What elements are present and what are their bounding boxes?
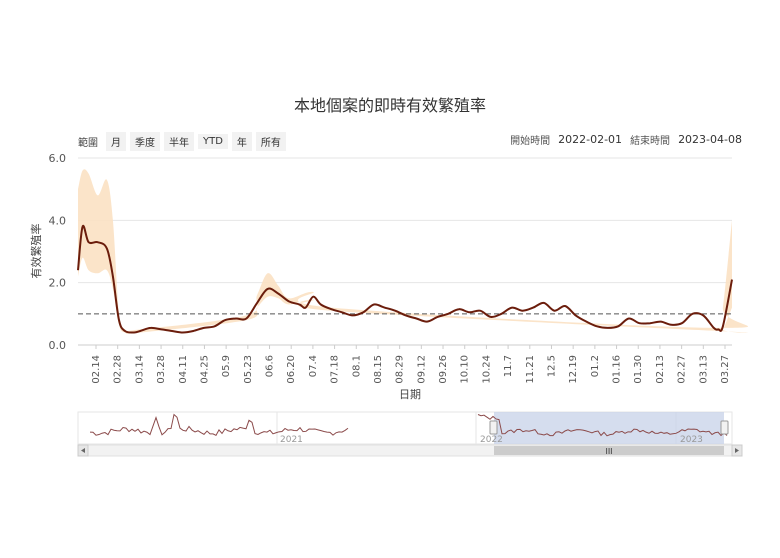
zoom-button-year[interactable]: 年 xyxy=(231,132,252,151)
start-time-input[interactable]: 2022-02-01 xyxy=(558,133,623,146)
navigator-selection[interactable] xyxy=(494,412,724,444)
navigator-series-left xyxy=(89,413,349,436)
x-tick-label-09.12: 09.12 xyxy=(416,355,427,384)
x-tick-label-01.2: 01.2 xyxy=(590,355,601,377)
band-layer xyxy=(78,169,749,334)
x-tick-label-08.29: 08.29 xyxy=(395,355,406,384)
zoom-button-half-year[interactable]: 半年 xyxy=(164,132,194,151)
x-tick-label-10.10: 10.10 xyxy=(460,355,471,384)
x-tick-label-06.20: 06.20 xyxy=(286,355,297,384)
x-tick-label-04.25: 04.25 xyxy=(199,355,210,384)
zoom-toolbar: 範圍 月 季度 半年 YTD 年 所有 xyxy=(78,132,286,151)
x-tick-label-07.18: 07.18 xyxy=(330,355,341,384)
x-tick-label-02.14: 02.14 xyxy=(91,355,102,384)
x-tick-label-03.14: 03.14 xyxy=(134,355,145,384)
line-layer xyxy=(77,224,733,334)
x-tick-label-06.6: 06.6 xyxy=(265,355,276,377)
x-tick-label-04.11: 04.11 xyxy=(178,355,189,384)
end-time-input[interactable]: 2023-04-08 xyxy=(678,133,742,146)
x-tick-label-03.28: 03.28 xyxy=(156,355,167,384)
y-tick-layer: 0.0 2.0 4.0 6.0 xyxy=(49,152,67,352)
x-tick-label-03.27: 03.27 xyxy=(720,355,731,384)
y-tick-label-2.0: 2.0 xyxy=(49,277,67,290)
x-tick-label-11.21: 11.21 xyxy=(525,355,536,384)
x-tick-label-05.23: 05.23 xyxy=(243,355,254,384)
x-tick-layer: 02.14 02.28 03.14 03.28 04.11 04.25 05.9 05.23 0… xyxy=(91,345,731,384)
scrollbar-grip: III xyxy=(605,447,612,456)
navigator-year-2022: 2022 xyxy=(480,435,503,445)
y-tick-label-6.0: 6.0 xyxy=(49,152,67,165)
x-tick-label-12.19: 12.19 xyxy=(568,355,579,384)
navigator-handle-right[interactable] xyxy=(720,420,729,435)
scrollbar[interactable]: III xyxy=(77,444,743,457)
scroll-right-arrow-icon xyxy=(735,448,739,453)
scroll-left-arrow-icon xyxy=(81,448,85,453)
chart-title: 本地個案的即時有效繁殖率 xyxy=(293,96,486,115)
zoom-label: 範圍 xyxy=(78,138,98,149)
x-tick-label-08.1: 08.1 xyxy=(351,355,362,377)
navigator[interactable]: 2021 2022 2023 xyxy=(77,411,733,445)
x-tick-label-01.30: 01.30 xyxy=(633,355,644,384)
x-tick-label-10.24: 10.24 xyxy=(481,355,492,384)
x-tick-label-11.7: 11.7 xyxy=(503,355,514,377)
x-tick-label-01.16: 01.16 xyxy=(612,355,623,384)
grid-layer xyxy=(78,157,732,346)
x-tick-label-07.4: 07.4 xyxy=(308,355,319,377)
y-axis-title: 有效繁殖率 xyxy=(29,224,43,279)
x-tick-label-02.13: 02.13 xyxy=(655,355,666,384)
x-tick-label-08.15: 08.15 xyxy=(373,355,384,384)
end-time-label: 結束時間 xyxy=(630,136,671,147)
zoom-button-ytd[interactable]: YTD xyxy=(198,134,228,149)
x-tick-label-02.28: 02.28 xyxy=(113,355,124,384)
x-tick-label-12.5: 12.5 xyxy=(546,355,557,377)
start-time-label: 開始時間 xyxy=(510,136,551,147)
x-tick-label-09.26: 09.26 xyxy=(438,355,449,384)
date-range: 開始時間 2022-02-01 結束時間 2023-04-08 xyxy=(510,132,742,147)
navigator-series-right xyxy=(477,414,728,437)
navigator-handle-left[interactable] xyxy=(489,420,498,435)
x-axis-title: 日期 xyxy=(399,388,421,401)
navigator-year-2023: 2023 xyxy=(680,435,703,445)
zoom-button-quarter[interactable]: 季度 xyxy=(130,132,160,151)
y-tick-label-0.0: 0.0 xyxy=(49,339,67,352)
x-tick-label-05.9: 05.9 xyxy=(221,355,232,377)
y-tick-label-4.0: 4.0 xyxy=(49,214,67,227)
scrollbar-thumb[interactable] xyxy=(494,446,724,455)
zoom-button-all[interactable]: 所有 xyxy=(255,132,286,151)
median-series-line xyxy=(77,224,733,334)
x-tick-label-02.27: 02.27 xyxy=(677,355,688,384)
x-tick-label-03.13: 03.13 xyxy=(698,355,709,384)
navigator-year-2021: 2021 xyxy=(280,435,303,445)
zoom-button-month[interactable]: 月 xyxy=(106,132,126,151)
credible-interval-band xyxy=(78,169,749,334)
